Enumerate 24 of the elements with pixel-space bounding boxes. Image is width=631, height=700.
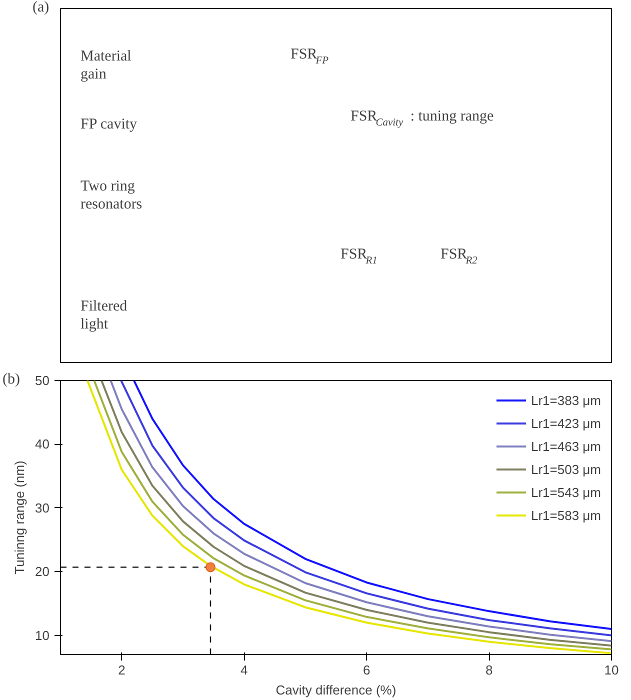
- legend-label: Lr1=423 μm: [530, 416, 601, 430]
- legend-label: Lr1=463 μm: [530, 438, 601, 454]
- text: Two ring resonators: [80, 178, 142, 212]
- chart-title: (b): [2, 372, 20, 388]
- y-tick-label: 20: [35, 564, 50, 580]
- legend-label: Lr1=583 μm: [530, 508, 601, 522]
- x-tick-label: 8: [485, 662, 493, 678]
- text: FP cavity: [80, 116, 138, 132]
- legend-label: Lr1=503 μm: [530, 462, 601, 476]
- x-axis-title: Cavity difference (%): [276, 682, 396, 698]
- y-tick-label: 10: [35, 628, 50, 643]
- text: Material gain: [80, 48, 132, 82]
- legend-label: Lr1=383 μm: [530, 392, 601, 408]
- y-axis-title: Tuninng range (nm): [12, 460, 28, 574]
- y-tick-label: 50: [35, 373, 50, 388]
- text: Filtered light: [80, 298, 128, 332]
- x-tick-label: 2: [118, 662, 126, 678]
- text: (a): [32, 0, 50, 16]
- x-tick-label: 10: [604, 662, 619, 678]
- x-tick-label: 4: [240, 662, 248, 678]
- legend-label: Lr1=543 μm: [530, 484, 601, 500]
- y-tick-label: 40: [35, 436, 50, 452]
- y-tick-label: 30: [35, 500, 50, 516]
- x-tick-label: 6: [362, 662, 370, 678]
